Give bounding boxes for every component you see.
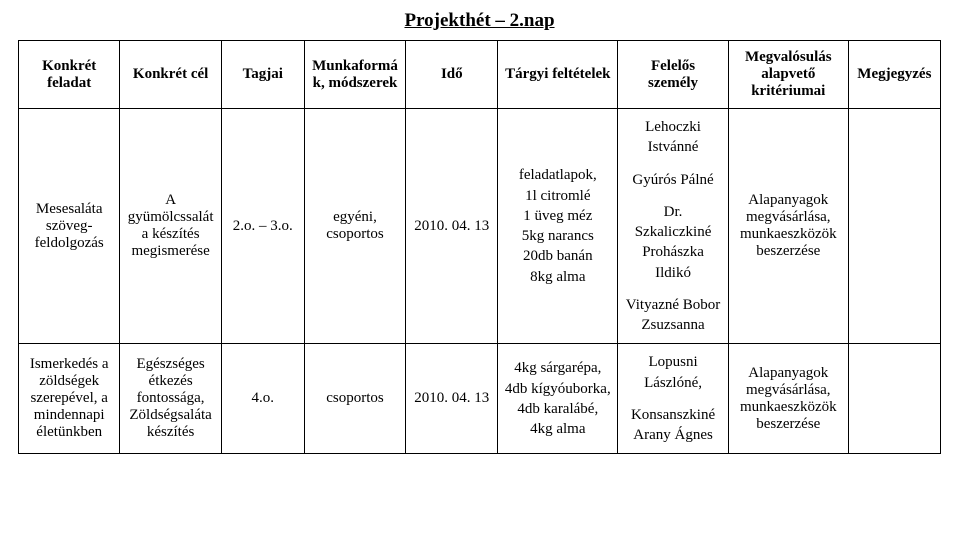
cell-goal: Egészséges étkezés fontossága, Zöldségsa… [120, 344, 221, 454]
col-header-task: Konkrét feladat [19, 41, 120, 109]
page-title: Projekthét – 2.nap [18, 10, 941, 32]
responsible-person: Vityazné Bobor Zsuzsanna [624, 295, 722, 336]
col-header-members: Tagjai [221, 41, 304, 109]
responsible-person: Gyúrós Pálné [624, 170, 722, 190]
cell-note [848, 109, 940, 344]
cell-methods: egyéni, csoportos [304, 109, 405, 344]
cell-task: Ismerkedés a zöldségek szerepével, a min… [19, 344, 120, 454]
col-header-time: Idő [406, 41, 498, 109]
cell-responsible: Lehoczki Istvánné Gyúrós Pálné Dr. Szkalic… [618, 109, 729, 344]
cell-criteria: Alapanyagok megvásárlása, munkaeszközök … [728, 344, 848, 454]
col-header-criteria: Megvalósulás alapvető kritériumai [728, 41, 848, 109]
responsible-person: Lehoczki Istvánné [624, 117, 722, 158]
col-header-requirements: Tárgyi feltételek [498, 41, 618, 109]
col-header-note: Megjegyzés [848, 41, 940, 109]
table-row: Mesesaláta szöveg-feldolgozásA gyümölcss… [19, 109, 941, 344]
cell-members: 4.o. [221, 344, 304, 454]
cell-goal: A gyümölcssaláta készítés megismerése [120, 109, 221, 344]
cell-time: 2010. 04. 13 [406, 109, 498, 344]
col-header-goal: Konkrét cél [120, 41, 221, 109]
cell-members: 2.o. – 3.o. [221, 109, 304, 344]
col-header-methods: Munkaformák, módszerek [304, 41, 405, 109]
col-header-responsible: Felelős személy [618, 41, 729, 109]
table-row: Ismerkedés a zöldségek szerepével, a min… [19, 344, 941, 454]
responsible-person: Konsanszkiné Arany Ágnes [624, 405, 722, 446]
cell-responsible: Lopusni Lászlóné, Konsanszkiné Arany Ágne… [618, 344, 729, 454]
table-header-row: Konkrét feladat Konkrét cél Tagjai Munka… [19, 41, 941, 109]
cell-methods: csoportos [304, 344, 405, 454]
cell-criteria: Alapanyagok megvásárlása, munkaeszközök … [728, 109, 848, 344]
project-table: Konkrét feladat Konkrét cél Tagjai Munka… [18, 40, 941, 454]
cell-note [848, 344, 940, 454]
responsible-person: Lopusni Lászlóné, [624, 352, 722, 393]
table-body: Mesesaláta szöveg-feldolgozásA gyümölcss… [19, 109, 941, 454]
cell-requirements: 4kg sárgarépa,4db kígyóuborka,4db karalá… [498, 344, 618, 454]
cell-task: Mesesaláta szöveg-feldolgozás [19, 109, 120, 344]
cell-time: 2010. 04. 13 [406, 344, 498, 454]
cell-requirements: feladatlapok,1l citromlé1 üveg méz5kg na… [498, 109, 618, 344]
responsible-person: Dr. Szkaliczkiné Prohászka Ildikó [624, 202, 722, 283]
